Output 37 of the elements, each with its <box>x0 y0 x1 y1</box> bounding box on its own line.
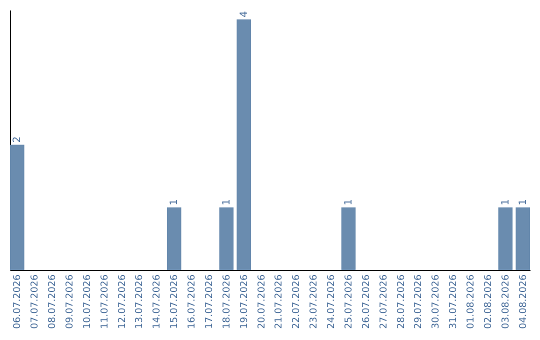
x-tick-label: 28.07.2026 <box>396 274 407 329</box>
data-label: 1 <box>343 198 354 206</box>
x-tick-label: 30.07.2026 <box>430 274 442 329</box>
data-label: 1 <box>500 198 512 206</box>
data-label: 4 <box>238 11 250 18</box>
x-tick-label: 08.07.2026 <box>47 274 58 329</box>
x-tick-label: 12.07.2026 <box>116 274 128 329</box>
x-tick-label: 31.07.2026 <box>448 274 460 329</box>
x-tick-label: 09.07.2026 <box>64 274 76 329</box>
x-tick-label: 11.07.2026 <box>99 274 110 329</box>
x-tick-label: 10.07.2026 <box>82 274 93 329</box>
data-label: 1 <box>169 198 180 206</box>
x-tick-label: 07.07.2026 <box>30 274 41 329</box>
x-tick-label: 21.07.2026 <box>274 274 285 329</box>
x-tick-label: 17.07.2026 <box>204 274 215 329</box>
x-tick-label: 27.07.2026 <box>378 274 390 329</box>
x-tick-label: 23.07.2026 <box>308 274 320 329</box>
x-tick-label: 29.07.2026 <box>413 274 424 329</box>
x-tick-label: 26.07.2026 <box>360 274 372 329</box>
data-label: 1 <box>221 198 232 206</box>
x-tick-label: 15.07.2026 <box>169 274 180 329</box>
x-tick-label: 06.07.2026 <box>12 274 24 329</box>
x-tick-label: 13.07.2026 <box>134 274 146 329</box>
x-tick-label: 18.07.2026 <box>221 274 232 329</box>
x-tick-label: 01.08.2026 <box>466 274 477 329</box>
x-tick-label: 04.08.2026 <box>518 274 529 329</box>
x-tick-label: 16.07.2026 <box>186 274 198 329</box>
data-label: 2 <box>12 136 24 143</box>
x-tick-label: 25.07.2026 <box>343 274 354 329</box>
x-tick-label: 19.07.2026 <box>238 274 250 329</box>
x-tick-label: 02.08.2026 <box>482 274 494 329</box>
data-label: 1 <box>518 198 529 206</box>
x-tick-label: 24.07.2026 <box>326 274 338 329</box>
x-tick-label: 14.07.2026 <box>152 274 163 329</box>
x-tick-label: 22.07.2026 <box>291 274 302 329</box>
x-tick-label: 03.08.2026 <box>500 274 512 329</box>
x-tick-label: 20.07.2026 <box>256 274 268 329</box>
